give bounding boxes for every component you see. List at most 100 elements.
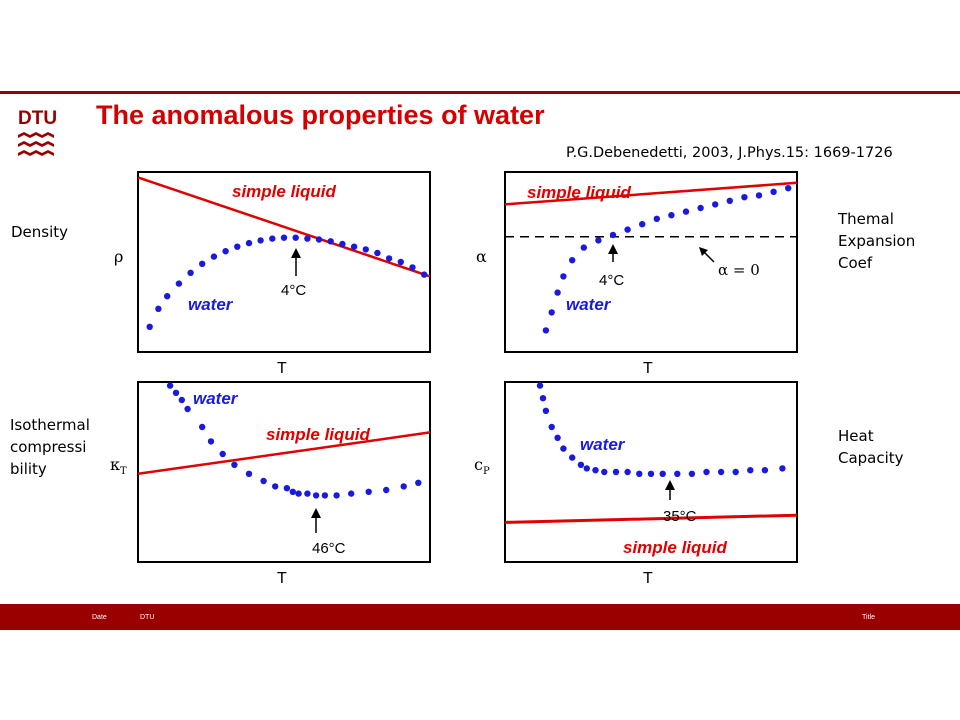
water-data-point [569, 257, 576, 264]
water-data-point [601, 468, 608, 476]
heat-capacity-water-label: water [580, 435, 626, 454]
water-data-point [697, 204, 704, 212]
heat-capacity-xlabel: T [643, 570, 653, 587]
thermal-expansion-plot: simple liquid water 4°C α = 0 α T [476, 171, 798, 377]
water-data-point [315, 236, 323, 243]
water-data-point [327, 238, 334, 245]
water-data-point [636, 470, 643, 477]
water-data-point [164, 293, 171, 300]
heat-capacity-arrow-head-icon [665, 480, 675, 490]
alpha-zero-arrow-head-icon [699, 247, 708, 256]
water-data-point [755, 192, 763, 199]
water-data-point [612, 468, 620, 476]
water-data-point [770, 188, 777, 195]
compressibility-arrow-head-icon [311, 508, 321, 518]
density-xlabel: T [277, 360, 287, 377]
thermal-water-points [542, 185, 792, 334]
water-data-point [199, 423, 206, 431]
thermal-expansion-label: Themal Expansion Coef [838, 210, 916, 272]
thermal-ylabel: α [476, 247, 487, 266]
water-data-point [289, 488, 296, 495]
density-frame [137, 171, 431, 353]
water-data-point [333, 492, 340, 499]
water-data-point [292, 234, 299, 241]
water-data-point [539, 395, 547, 402]
density-ylabel: ρ [114, 247, 123, 266]
water-data-point [312, 492, 320, 499]
compressibility-annotation: 46°C [312, 540, 346, 557]
water-data-point [624, 468, 631, 476]
water-data-point [321, 492, 329, 499]
water-data-point [272, 483, 279, 490]
slide-title: The anomalous properties of water [96, 100, 545, 130]
water-data-point [385, 255, 393, 262]
water-data-point [146, 323, 153, 330]
density-arrow-head-icon [291, 248, 301, 258]
heat-capacity-simple-liquid-label: simple liquid [623, 538, 728, 557]
water-data-point [668, 212, 675, 219]
header-rule [0, 91, 960, 94]
water-data-point [624, 226, 631, 233]
compressibility-simple-liquid-label: simple liquid [266, 425, 371, 444]
water-data-point [779, 465, 786, 472]
water-data-point [674, 470, 681, 477]
water-data-point [703, 468, 710, 476]
density-annotation: 4°C [281, 282, 306, 299]
density-label: Density [11, 223, 69, 241]
density-plot: simple liquid water 4°C ρ T [114, 171, 431, 377]
water-data-point [421, 271, 428, 278]
water-data-point [741, 194, 748, 201]
water-data-point [595, 237, 602, 244]
water-data-point [304, 235, 311, 242]
compressibility-xlabel: T [277, 570, 287, 587]
water-data-point [647, 470, 655, 477]
footer-org: DTU [140, 614, 155, 621]
water-data-point [397, 258, 404, 266]
footer-title: Title [862, 614, 875, 621]
water-data-point [415, 479, 422, 486]
water-data-point [178, 396, 185, 404]
water-data-point [348, 490, 355, 497]
citation: P.G.Debenedetti, 2003, J.Phys.15: 1669-1… [566, 145, 893, 161]
water-data-point [295, 490, 302, 497]
heat-capacity-annotation: 35°C [663, 508, 697, 525]
isothermal-compressibility-label: Isothermal compressi bility [10, 416, 90, 478]
heat-capacity-label: Heat Capacity [838, 427, 904, 467]
water-data-point [339, 240, 346, 248]
water-data-point [659, 470, 666, 477]
water-data-point [569, 454, 576, 461]
water-data-point [560, 273, 567, 280]
density-water-points [146, 234, 428, 330]
water-data-point [726, 197, 733, 204]
water-data-point [280, 234, 288, 241]
thermal-water-label: water [566, 295, 612, 314]
thermal-simple-liquid-line [505, 181, 797, 206]
logo-waves-icon [18, 132, 54, 156]
water-data-point [231, 461, 238, 468]
water-data-point [234, 243, 241, 250]
heat-capacity-ylabel: cP [474, 455, 490, 477]
logo-text: DTU [18, 108, 58, 129]
water-data-point [747, 467, 754, 474]
water-data-point [580, 244, 587, 251]
water-data-point [350, 243, 358, 250]
dtu-logo: DTU [18, 108, 58, 160]
compressibility-water-label: water [193, 389, 239, 408]
alpha-zero-label: α = 0 [718, 261, 760, 279]
water-data-point [365, 488, 372, 495]
water-data-point [409, 264, 416, 271]
thermal-arrow-head-icon [608, 244, 618, 254]
water-data-point [207, 438, 215, 445]
water-data-point [245, 239, 253, 247]
water-data-point [219, 450, 226, 458]
water-data-point [210, 253, 218, 260]
water-data-point [536, 382, 544, 389]
compressibility-simple-liquid-line [138, 431, 430, 476]
water-data-point [172, 389, 180, 396]
water-data-point [542, 407, 550, 414]
water-data-point [688, 470, 696, 477]
compressibility-plot: water simple liquid 46°C κT T [110, 381, 431, 587]
water-data-point [269, 235, 276, 242]
water-data-point [732, 468, 739, 476]
water-data-point [554, 434, 561, 441]
